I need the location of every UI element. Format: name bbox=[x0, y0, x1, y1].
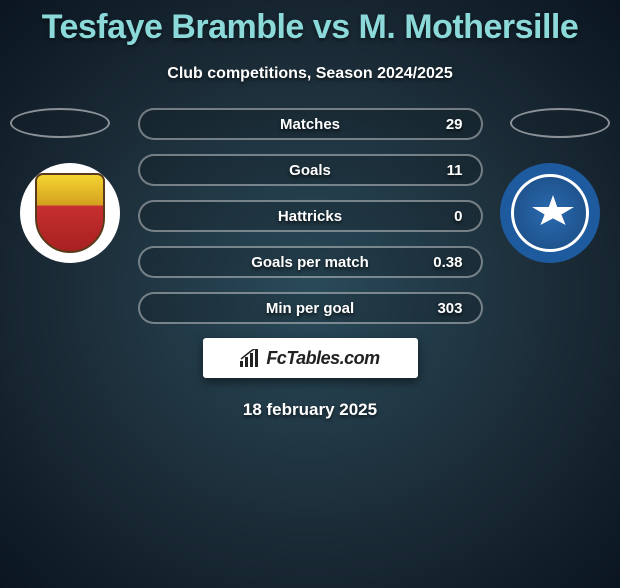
player-silhouette-right bbox=[510, 108, 610, 138]
stat-row: Min per goal 303 bbox=[138, 292, 483, 324]
stat-value: 0 bbox=[423, 208, 463, 225]
subtitle: Club competitions, Season 2024/2025 bbox=[0, 65, 620, 83]
stat-value: 303 bbox=[423, 300, 463, 317]
stat-row: Matches 29 bbox=[138, 108, 483, 140]
stat-row: Hattricks 0 bbox=[138, 200, 483, 232]
stat-value: 11 bbox=[423, 162, 463, 179]
brand-badge: FcTables.com bbox=[203, 338, 418, 378]
stat-value: 0.38 bbox=[423, 254, 463, 271]
date-text: 18 february 2025 bbox=[0, 400, 620, 420]
player-silhouette-left bbox=[10, 108, 110, 138]
brand-text: FcTables.com bbox=[266, 348, 379, 369]
page-title: Tesfaye Bramble vs M. Mothersille bbox=[0, 8, 620, 47]
stat-label: Min per goal bbox=[198, 300, 423, 317]
stat-label: Goals bbox=[198, 162, 423, 179]
stat-label: Goals per match bbox=[198, 254, 423, 271]
stat-row: Goals 11 bbox=[138, 154, 483, 186]
club-crest-right bbox=[500, 163, 600, 263]
chart-icon bbox=[240, 349, 262, 367]
stat-row: Goals per match 0.38 bbox=[138, 246, 483, 278]
club-crest-left bbox=[20, 163, 120, 263]
stat-label: Hattricks bbox=[198, 208, 423, 225]
comparison-content: Matches 29 Goals 11 Hattricks 0 Goals pe… bbox=[0, 108, 620, 420]
stat-label: Matches bbox=[198, 116, 423, 133]
stat-value: 29 bbox=[423, 116, 463, 133]
shield-icon bbox=[35, 173, 105, 253]
stats-table: Matches 29 Goals 11 Hattricks 0 Goals pe… bbox=[138, 108, 483, 324]
badge-icon bbox=[511, 174, 589, 252]
